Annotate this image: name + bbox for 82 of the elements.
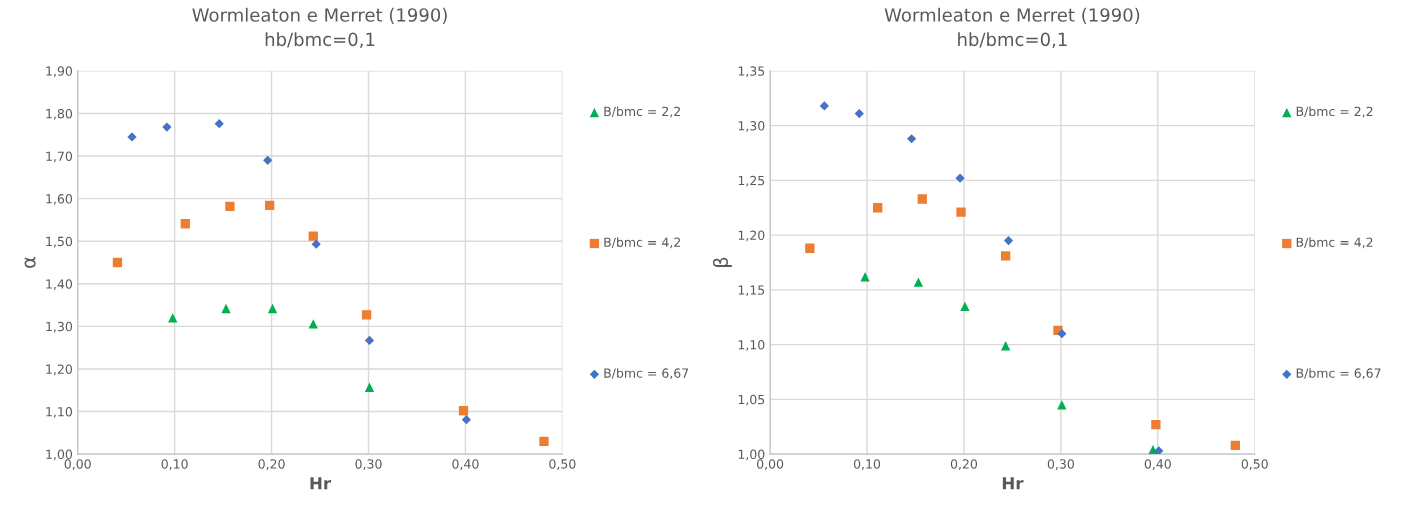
point	[854, 108, 864, 119]
x-tick-label: 0,40	[1144, 459, 1171, 470]
x-axis-title: Hr	[1002, 477, 1024, 490]
point	[361, 310, 372, 320]
y-axis-title: β	[712, 257, 732, 267]
x-tick-label: 0,20	[950, 459, 978, 470]
y-tick-label: 1,30	[738, 121, 765, 132]
point	[1230, 440, 1241, 451]
x-tick-label: 0,00	[64, 459, 91, 470]
point	[112, 257, 123, 268]
y-tick-label: 1,15	[738, 285, 765, 297]
point	[1154, 446, 1164, 455]
point	[873, 203, 883, 213]
y-tick-label: 1,60	[46, 194, 73, 205]
x-tick-label: 0,50	[549, 459, 576, 470]
point	[180, 219, 190, 229]
point	[214, 119, 224, 129]
point	[960, 301, 970, 311]
legend-label: B/bmc = 6,67	[1296, 368, 1381, 380]
point	[1151, 419, 1161, 430]
y-tick-label: 1,25	[738, 175, 765, 187]
point	[263, 155, 273, 165]
point	[461, 415, 472, 425]
point	[1000, 341, 1011, 351]
point	[1003, 235, 1014, 246]
y-tick-label: 1,40	[46, 279, 73, 290]
y-tick-label: 1,05	[738, 394, 765, 406]
chart-title: Wormleaton e Merret (1990)	[192, 7, 447, 24]
x-tick-label: 0,30	[355, 459, 382, 470]
point	[162, 122, 172, 132]
point	[860, 272, 870, 282]
x-tick-label: 0,50	[1241, 459, 1268, 470]
point	[805, 243, 815, 253]
point	[264, 200, 275, 211]
point	[917, 194, 927, 204]
y-axis-title: α	[24, 257, 36, 268]
point	[955, 173, 965, 183]
point	[1057, 400, 1067, 410]
point	[907, 134, 917, 144]
point	[956, 207, 966, 217]
chart-title: Wormleaton e Merret (1990)	[884, 7, 1140, 24]
y-tick-label: 1,00	[738, 449, 765, 461]
y-tick-label: 1,30	[46, 321, 73, 333]
legend-label: B/bmc = 4,2	[604, 237, 680, 249]
y-tick-label: 1,35	[738, 66, 765, 78]
x-tick-label: 0,40	[452, 459, 479, 470]
y-tick-label: 1,50	[46, 236, 73, 248]
y-tick-label: 1,80	[46, 108, 73, 120]
legend-label: B/bmc = 2,2	[604, 106, 680, 118]
y-tick-label: 1,10	[738, 340, 765, 351]
x-tick-label: 0,10	[853, 459, 881, 470]
point	[1057, 329, 1067, 339]
y-tick-label: 1,20	[46, 364, 73, 376]
y-tick-label: 1,10	[46, 407, 73, 418]
legend-label: B/bmc = 6,67	[604, 368, 689, 380]
point	[311, 239, 321, 249]
point	[364, 382, 375, 392]
point	[308, 231, 318, 241]
y-tick-label: 1,00	[46, 449, 73, 461]
point	[221, 303, 231, 314]
legend-label: B/bmc = 4,2	[1296, 237, 1373, 249]
y-tick-label: 1,20	[738, 230, 765, 242]
point	[458, 406, 469, 416]
y-tick-label: 1,90	[46, 66, 73, 78]
point	[819, 101, 829, 111]
x-tick-label: 0,10	[161, 459, 188, 470]
x-axis-title: Hr	[310, 477, 332, 490]
point	[539, 436, 549, 447]
x-tick-label: 0,30	[1047, 459, 1074, 470]
x-tick-label: 0,00	[756, 459, 784, 470]
point	[225, 201, 235, 211]
chart-subtitle: hb/bmc=0,1	[958, 32, 1067, 48]
point	[127, 132, 137, 142]
point	[913, 277, 924, 287]
point	[364, 335, 375, 346]
point	[168, 313, 178, 323]
point	[1000, 251, 1011, 261]
point	[267, 303, 278, 314]
x-tick-label: 0,20	[258, 459, 285, 470]
y-tick-label: 1,70	[46, 151, 73, 163]
chart-subtitle: hb/bmc=0,1	[265, 32, 375, 48]
legend-label: B/bmc = 2,2	[1296, 106, 1373, 118]
